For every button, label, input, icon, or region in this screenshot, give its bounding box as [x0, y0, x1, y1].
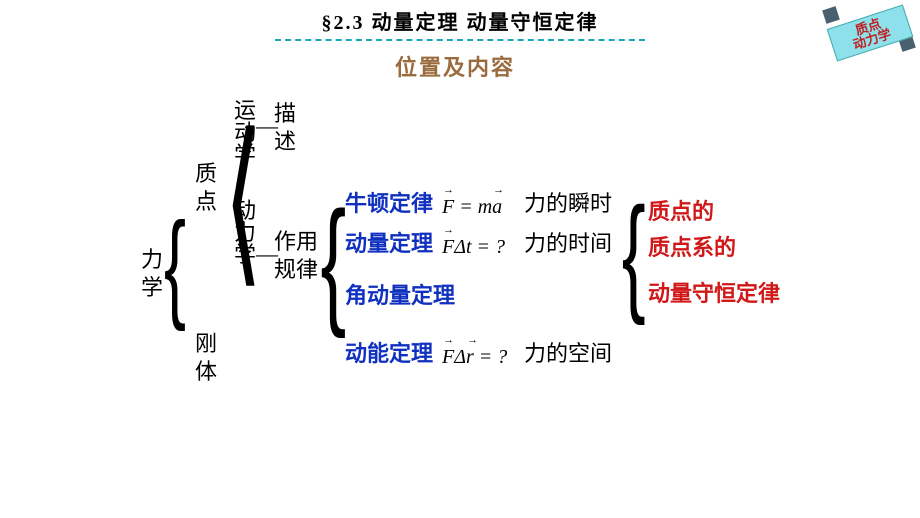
- badge-body: 质点动力学: [827, 4, 914, 61]
- kinematics-text: 运动学: [234, 98, 256, 167]
- momentum-conservation: 动量守恒定律: [648, 280, 780, 308]
- momentum-formula: FΔt = ?: [442, 232, 505, 260]
- slide-header: §2.3 动量定理 动量守恒定律: [0, 0, 920, 41]
- kinematics-label: 运动学: [233, 100, 257, 166]
- effect-time: 力的时间: [524, 230, 612, 258]
- kinetic-theorem: 动能定理: [345, 340, 433, 368]
- rule1: 作用: [274, 229, 318, 254]
- effect-space: 力的空间: [524, 340, 612, 368]
- dynamics-text: 动力学: [234, 198, 256, 267]
- kinetic-formula: FΔr = ?: [442, 342, 507, 370]
- root-label: 力学: [140, 246, 164, 301]
- particle-of: 质点的: [648, 198, 714, 226]
- rule2: 规律: [274, 257, 318, 282]
- subtitle: 位置及内容: [395, 54, 515, 82]
- newton-formula: F = ma: [442, 192, 502, 220]
- desc-label: 描述: [274, 100, 296, 155]
- effect-instant: 力的瞬时: [524, 190, 612, 218]
- header-underline: [275, 39, 645, 41]
- rigid-label: 刚体: [194, 330, 218, 385]
- brace-icon: {: [321, 180, 347, 342]
- angular-momentum: 角动量定理: [345, 282, 455, 310]
- newton-law: 牛顿定律: [345, 190, 433, 218]
- corner-badge: 质点动力学: [826, 6, 916, 62]
- badge-fold-icon: [822, 6, 840, 24]
- header-title: §2.3 动量定理 动量守恒定律: [0, 6, 920, 35]
- brace-icon: {: [622, 178, 646, 328]
- particle-label: 质点: [194, 160, 218, 215]
- momentum-theorem: 动量定理: [345, 230, 433, 258]
- brace-icon: {: [164, 196, 186, 334]
- dynamics-label: 动力学: [233, 200, 257, 266]
- system-of: 质点系的: [648, 234, 736, 262]
- rule-label: 作用规律: [274, 228, 318, 283]
